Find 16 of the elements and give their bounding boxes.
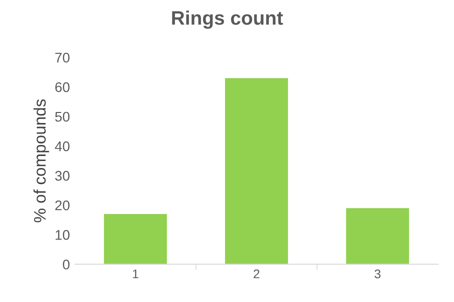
y-axis-title: % of compounds [34,99,50,222]
bar [225,78,288,264]
y-tick-label: 20 [55,200,70,210]
chart-title: Rings count [172,10,283,29]
y-tick-label: 30 [55,170,70,181]
x-tick-label: 2 [254,269,260,278]
bar [104,214,167,264]
bar [346,208,410,264]
y-tick-label: 10 [56,230,70,240]
y-tick-label: 70 [55,52,70,63]
x-tick-label: 3 [374,269,381,278]
x-tick-label: 1 [132,270,138,278]
y-tick-label: 40 [54,141,70,152]
y-tick-label: 60 [55,82,70,92]
y-tick-label: 50 [55,112,70,122]
y-tick-label: 0 [62,260,70,270]
